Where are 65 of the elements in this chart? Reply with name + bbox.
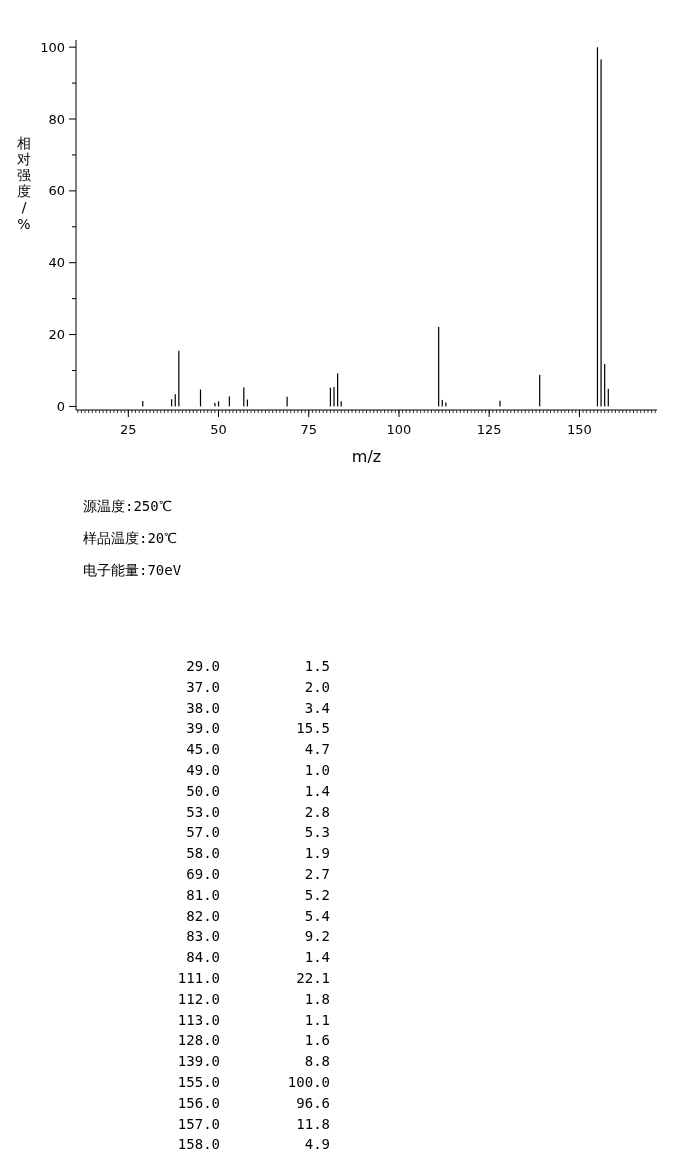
text: 155.0	[177, 1074, 220, 1090]
y-tick-label: 40	[48, 255, 65, 271]
text: 9.2	[304, 928, 330, 945]
text: 69.0	[186, 866, 220, 882]
text: 82.0	[186, 907, 220, 924]
text: 128.0	[177, 1032, 220, 1049]
text: 15.5	[296, 720, 330, 737]
text: 1.4	[304, 949, 330, 966]
text: 2.7	[304, 866, 330, 882]
text: 样品温度:20℃	[83, 530, 178, 546]
text: 29.0	[186, 658, 220, 674]
x-axis-title: m/z	[351, 447, 382, 466]
x-tick-label: 75	[300, 422, 318, 437]
text: 5.4	[304, 907, 330, 924]
x-tick-label: 100	[386, 422, 412, 437]
text: 2.0	[304, 678, 330, 695]
x-tick-label: 125	[476, 422, 502, 437]
text: 58.0	[186, 845, 220, 862]
x-tick-label: 25	[120, 422, 137, 437]
text: 53.0	[186, 803, 220, 820]
y-tick-label: 20	[48, 327, 65, 343]
text: 1.8	[304, 990, 330, 1007]
text: 100.0	[287, 1074, 330, 1090]
text: 1.9	[304, 845, 330, 862]
text: 81.0	[186, 886, 220, 903]
y-axis-title: 相对强度/%	[17, 135, 31, 232]
text: 158.0	[177, 1136, 220, 1153]
text: 113.0	[177, 1011, 220, 1028]
text: 96.6	[296, 1094, 330, 1111]
text: 57.0	[186, 824, 220, 841]
text: 84.0	[186, 949, 220, 966]
text: 49.0	[186, 762, 220, 778]
text: 1.6	[304, 1032, 330, 1049]
text: 139.0	[177, 1053, 220, 1070]
text: 8.8	[304, 1053, 330, 1070]
text: 39.0	[186, 720, 220, 737]
text: 3.4	[304, 699, 330, 716]
y-tick-label: 80	[48, 111, 65, 127]
text: 1.4	[304, 782, 330, 799]
text: 1.0	[304, 762, 330, 778]
text: 37.0	[186, 678, 220, 695]
text: 源温度:250℃	[83, 498, 172, 514]
y-tick-label: 0	[56, 398, 65, 414]
text: 112.0	[177, 990, 220, 1007]
text: 38.0	[186, 699, 220, 716]
text: 4.9	[304, 1136, 330, 1153]
y-tick-label: 100	[40, 39, 65, 55]
text: 5.2	[304, 886, 330, 903]
text: 5.3	[304, 824, 330, 841]
text: 电子能量:70eV	[83, 562, 182, 578]
text: 22.1	[296, 970, 330, 986]
text: 11.8	[296, 1115, 330, 1132]
text: 157.0	[177, 1115, 220, 1132]
text: 1.5	[304, 658, 330, 674]
text: 45.0	[186, 741, 220, 758]
y-tick-label: 60	[48, 183, 65, 199]
text: 111.0	[177, 970, 220, 986]
x-tick-label: 150	[567, 422, 592, 437]
text: 4.7	[304, 741, 330, 758]
text: 83.0	[186, 928, 220, 945]
text: 1.1	[304, 1011, 330, 1028]
text: 2.8	[304, 803, 330, 820]
text: 156.0	[177, 1094, 220, 1111]
text: 50.0	[186, 782, 220, 799]
x-tick-label: 50	[210, 422, 227, 437]
